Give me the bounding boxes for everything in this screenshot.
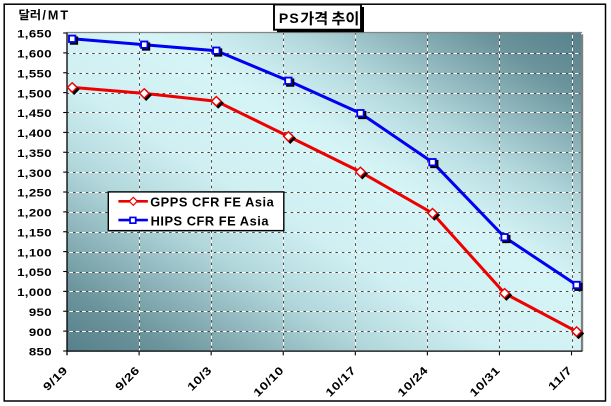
svg-text:HIPS CFR FE Asia: HIPS CFR FE Asia [151, 214, 270, 229]
svg-text:1,500: 1,500 [17, 87, 52, 100]
svg-text:/MT: /MT [42, 8, 70, 22]
svg-text:1,000: 1,000 [17, 286, 52, 299]
svg-text:1,300: 1,300 [17, 167, 52, 180]
svg-text:1,250: 1,250 [17, 187, 52, 200]
svg-text:1,050: 1,050 [17, 266, 52, 279]
svg-text:1,400: 1,400 [17, 127, 52, 140]
svg-text:GPPS CFR FE Asia: GPPS CFR FE Asia [150, 195, 274, 210]
svg-text:1,450: 1,450 [17, 107, 52, 120]
svg-text:950: 950 [29, 306, 52, 319]
svg-text:1,550: 1,550 [17, 67, 52, 80]
svg-text:1,200: 1,200 [17, 206, 52, 219]
svg-text:850: 850 [29, 346, 52, 359]
svg-text:1,150: 1,150 [17, 226, 52, 239]
svg-text:1,600: 1,600 [17, 48, 52, 61]
svg-text:1,100: 1,100 [17, 246, 52, 259]
svg-text:900: 900 [29, 326, 52, 339]
svg-text:1,350: 1,350 [17, 147, 52, 160]
svg-text:PS: PS [279, 10, 300, 26]
svg-text:1,650: 1,650 [17, 28, 52, 41]
